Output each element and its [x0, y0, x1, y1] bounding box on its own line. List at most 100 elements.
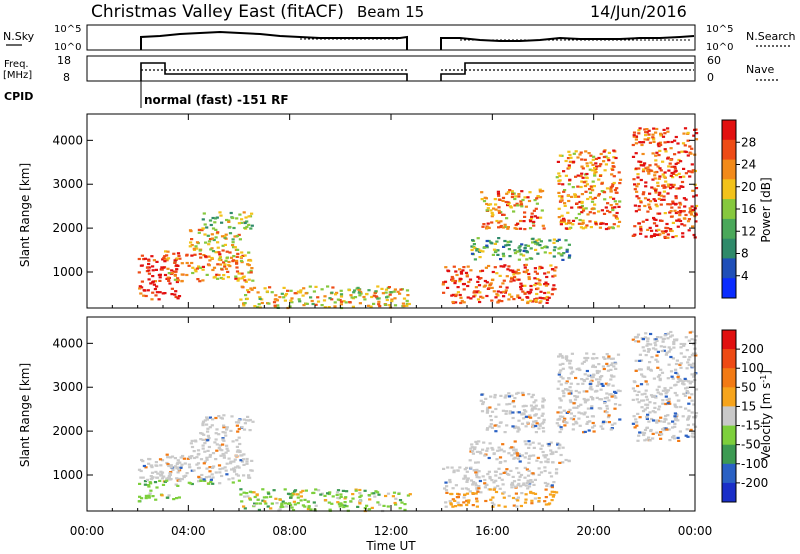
power-cell	[506, 191, 510, 194]
power-cell	[635, 185, 639, 188]
power-cell	[235, 261, 239, 264]
velocity-cell	[486, 447, 490, 450]
velocity-cell	[367, 494, 371, 497]
velocity-cell	[694, 354, 698, 357]
power-cell	[579, 175, 583, 178]
velocity-cell	[141, 476, 145, 479]
velocity-cell	[491, 448, 495, 451]
velocity-cell	[678, 363, 682, 366]
velocity-cell	[564, 382, 568, 385]
power-cell	[658, 175, 662, 178]
power-cell	[551, 275, 555, 278]
velocity-cell	[218, 448, 222, 451]
power-cell	[488, 203, 493, 206]
power-cell	[498, 198, 502, 201]
power-cell	[191, 266, 195, 269]
velocity-cell	[574, 376, 578, 380]
power-cell	[203, 233, 207, 236]
velocity-cell	[525, 468, 529, 471]
power-cell	[686, 220, 691, 223]
power-cell	[513, 276, 517, 279]
velocity-cell	[519, 504, 523, 508]
velocity-cell	[511, 411, 515, 414]
velocity-cell	[142, 464, 146, 468]
velocity-cell	[149, 478, 153, 481]
power-cell	[517, 246, 521, 249]
velocity-cell	[590, 357, 595, 360]
power-cell	[651, 152, 655, 155]
power-cell	[536, 287, 540, 290]
velocity-cell	[595, 378, 599, 381]
velocity-cell	[206, 449, 210, 452]
power-cell	[545, 275, 549, 279]
power-cell	[207, 255, 211, 258]
power-cell	[560, 219, 564, 222]
velocity-cell	[657, 408, 661, 411]
velocity-cell	[137, 500, 141, 503]
power-cell	[167, 272, 171, 275]
velocity-cell	[156, 472, 160, 475]
power-cell	[660, 219, 664, 222]
power-cell	[557, 191, 561, 194]
power-cell	[238, 213, 242, 216]
power-cell	[674, 203, 678, 206]
velocity-cell	[578, 424, 582, 427]
velocity-cell	[290, 494, 294, 497]
power-cell	[166, 277, 171, 281]
power-cell	[534, 282, 538, 285]
power-cell	[588, 168, 592, 171]
power-cell	[446, 286, 450, 289]
velocity-cell	[679, 405, 683, 409]
power-cell	[525, 258, 529, 261]
power-cell	[224, 267, 228, 270]
power-cell	[618, 178, 623, 181]
velocity-cell	[531, 492, 535, 495]
velocity-cell	[558, 430, 562, 434]
velocity-cell	[568, 408, 572, 411]
velocity-cell	[540, 414, 544, 417]
velocity-cell	[492, 481, 496, 484]
velocity-cell	[530, 502, 534, 505]
nsky-trace	[140, 30, 695, 50]
power-cell	[221, 277, 225, 280]
velocity-cell	[690, 373, 694, 376]
velocity-cell	[240, 500, 244, 503]
velocity-cell	[155, 476, 160, 479]
power-cell	[158, 273, 162, 276]
power-cell	[583, 184, 588, 188]
velocity-cell	[263, 500, 267, 503]
velocity-cell	[527, 440, 531, 443]
power-cell	[686, 139, 690, 142]
velocity-cell	[479, 399, 483, 402]
power-cell	[643, 204, 647, 208]
power-cell	[158, 279, 162, 282]
power-cell	[249, 271, 253, 274]
power-cell	[283, 294, 288, 297]
power-cell	[481, 225, 485, 228]
power-cell	[442, 281, 446, 284]
power-cell	[581, 209, 586, 212]
velocity-cell	[214, 438, 218, 441]
power-cell	[305, 302, 309, 305]
power-cell	[443, 280, 448, 283]
power-cell	[393, 297, 397, 300]
velocity-cell	[190, 469, 194, 472]
power-cell	[198, 249, 202, 252]
velocity-cell	[168, 472, 172, 475]
velocity-cell	[190, 439, 194, 442]
power-cell	[564, 174, 568, 177]
velocity-cell	[475, 476, 479, 479]
velocity-cell	[655, 421, 659, 424]
power-cell	[172, 252, 176, 255]
velocity-cell	[501, 443, 505, 446]
velocity-cell	[613, 403, 618, 406]
velocity-cell	[497, 425, 501, 428]
power-cell	[506, 201, 510, 204]
velocity-cell	[500, 478, 504, 481]
velocity-cell	[520, 454, 524, 457]
velocity-cell	[651, 437, 655, 440]
velocity-cell	[507, 395, 511, 398]
power-cell	[562, 190, 566, 193]
power-cell	[585, 183, 589, 186]
velocity-cell	[654, 396, 658, 399]
